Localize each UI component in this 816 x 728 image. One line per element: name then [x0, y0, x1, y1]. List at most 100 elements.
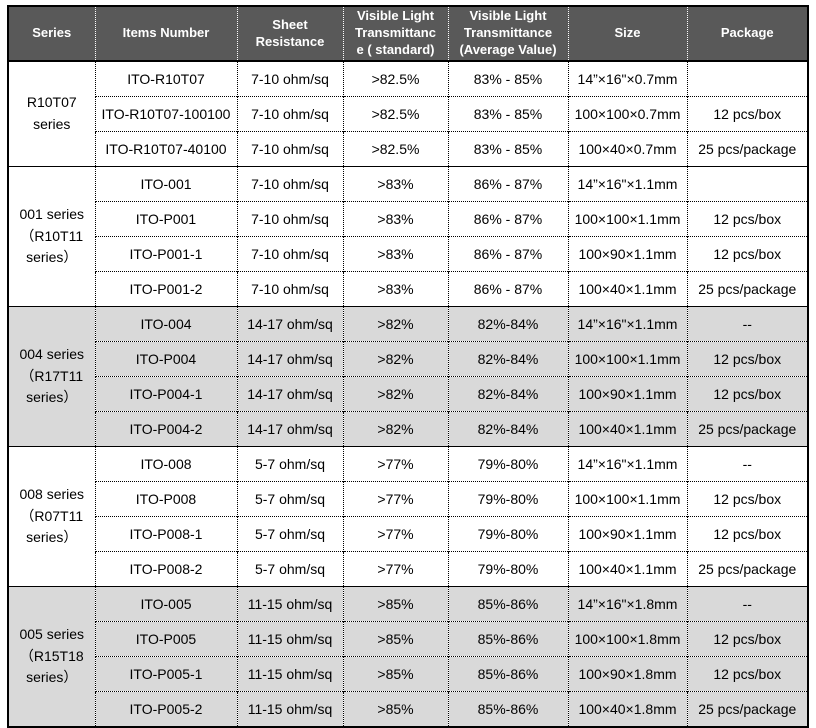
package-cell: 25 pcs/package — [686, 271, 808, 307]
vlt-average-cell: 82%-84% — [447, 411, 568, 447]
item-number-cell: ITO-P001 — [94, 201, 237, 237]
vlt-average-cell: 85%-86% — [447, 656, 568, 692]
vlt-average-cell: 79%-80% — [447, 551, 568, 587]
item-row: ITO-P004-1 14-17 ohm/sq >82% 82%-84% 100×90×… — [8, 376, 808, 412]
sheet-resistance-cell: 7-10 ohm/sq — [236, 271, 343, 307]
sheet-resistance-cell: 5-7 ohm/sq — [236, 516, 343, 552]
table-header-row: Series Items Number Sheet Resistance Vis… — [7, 6, 808, 62]
item-row: 005 series （R15T18 series） ITO-005 11-15 o… — [7, 586, 808, 727]
vlt-average-cell: 82%-84% — [447, 341, 568, 377]
item-number-cell: ITO-P004 — [94, 341, 237, 377]
package-cell: -- — [686, 446, 808, 482]
package-cell: 25 pcs/package — [686, 411, 808, 447]
sheet-resistance-cell: 7-10 ohm/sq — [236, 236, 343, 272]
package-cell: 12 pcs/box — [686, 621, 808, 657]
size-cell: 14”×16"×1.1mm — [567, 306, 687, 342]
size-cell: 100×100×1.1mm — [567, 201, 687, 237]
item-number-cell: ITO-P005 — [94, 621, 237, 657]
size-cell: 14”×16"×1.8mm — [567, 586, 687, 622]
package-cell — [686, 166, 808, 202]
size-cell: 100×90×1.1mm — [567, 516, 687, 552]
table-body: R10T07 series ITO-R10T07 7-10 ohm/sq >82.5%… — [7, 60, 808, 727]
vlt-standard-cell: >82.5% — [342, 131, 448, 167]
vlt-standard-cell: >77% — [342, 516, 448, 552]
size-cell: 100×40×1.1mm — [567, 411, 687, 447]
size-cell: 14”×16"×0.7mm — [567, 60, 687, 97]
sheet-resistance-cell: 11-15 ohm/sq — [236, 586, 343, 622]
package-cell: 25 pcs/package — [686, 551, 808, 587]
vlt-standard-cell: >83% — [342, 271, 448, 307]
size-cell: 100×40×1.1mm — [567, 271, 687, 307]
column-header-items-number: Items Number — [94, 6, 237, 62]
item-number-cell: ITO-P008-1 — [94, 516, 237, 552]
series-cell: 001 series （R10T11 series） — [7, 166, 95, 307]
size-cell: 100×100×0.7mm — [567, 96, 687, 132]
item-row: ITO-P004-2 14-17 ohm/sq >82% 82%-84% 100×40×… — [8, 411, 808, 447]
sheet-resistance-cell: 5-7 ohm/sq — [236, 481, 343, 517]
vlt-standard-cell: >82.5% — [342, 96, 448, 132]
sheet-resistance-cell: 14-17 ohm/sq — [236, 341, 343, 377]
vlt-average-cell: 79%-80% — [447, 516, 568, 552]
column-header-size: Size — [567, 6, 687, 62]
vlt-average-cell: 82%-84% — [447, 376, 568, 412]
item-number-cell: ITO-001 — [94, 166, 237, 202]
vlt-standard-cell: >77% — [342, 446, 448, 482]
series-cell: R10T07 series — [7, 60, 95, 167]
sheet-resistance-cell: 7-10 ohm/sq — [236, 131, 343, 167]
size-cell: 100×100×1.1mm — [567, 341, 687, 377]
sheet-resistance-cell: 5-7 ohm/sq — [236, 446, 343, 482]
item-row: ITO-P005 11-15 ohm/sq >85% 85%-86% 100×100×1… — [8, 621, 808, 657]
vlt-standard-cell: >77% — [342, 481, 448, 517]
item-row: ITO-P008-2 5-7 ohm/sq >77% 79%-80% 100×40×1.… — [8, 551, 808, 587]
size-cell: 100×40×0.7mm — [567, 131, 687, 167]
size-cell: 100×90×1.8mm — [567, 656, 687, 692]
item-row: 008 series （R07T11 series） ITO-008 5-7 ohm… — [7, 446, 808, 587]
vlt-average-cell: 85%-86% — [447, 586, 568, 622]
item-row: ITO-P004 14-17 ohm/sq >82% 82%-84% 100×100×1… — [8, 341, 808, 377]
package-cell: 12 pcs/box — [686, 96, 808, 132]
vlt-average-cell: 86% - 87% — [447, 201, 568, 237]
column-header-series: Series — [7, 6, 95, 62]
package-cell: -- — [686, 306, 808, 342]
vlt-average-cell: 83% - 85% — [447, 131, 568, 167]
vlt-average-cell: 86% - 87% — [447, 166, 568, 202]
vlt-standard-cell: >82% — [342, 411, 448, 447]
column-header-vlt-average: Visible Light Transmittance (Average Val… — [447, 6, 568, 62]
size-cell: 100×100×1.8mm — [567, 621, 687, 657]
size-cell: 14”×16"×1.1mm — [567, 166, 687, 202]
vlt-standard-cell: >82% — [342, 306, 448, 342]
item-row: ITO-P005-1 11-15 ohm/sq >85% 85%-86% 100×90×… — [8, 656, 808, 692]
vlt-average-cell: 85%-86% — [447, 621, 568, 657]
item-row: ITO-P008 5-7 ohm/sq >77% 79%-80% 100×100×1.1… — [8, 481, 808, 517]
column-header-vlt-standard: Visible Light Transmittanc e ( standard) — [342, 6, 448, 62]
package-cell: 12 pcs/box — [686, 516, 808, 552]
vlt-standard-cell: >85% — [342, 691, 448, 727]
item-number-cell: ITO-P008 — [94, 481, 237, 517]
item-row: 004 series （R17T11 series） ITO-004 14-17 o… — [7, 306, 808, 447]
vlt-standard-cell: >85% — [342, 621, 448, 657]
size-cell: 100×90×1.1mm — [567, 236, 687, 272]
sheet-resistance-cell: 7-10 ohm/sq — [236, 96, 343, 132]
item-row: ITO-P001-2 7-10 ohm/sq >83% 86% - 87% 100×40… — [8, 271, 808, 307]
size-cell: 100×40×1.8mm — [567, 691, 687, 727]
size-cell: 100×100×1.1mm — [567, 481, 687, 517]
series-cell: 005 series （R15T18 series） — [7, 586, 95, 727]
item-number-cell: ITO-R10T07-40100 — [94, 131, 237, 167]
size-cell: 100×90×1.1mm — [567, 376, 687, 412]
package-cell: 12 pcs/box — [686, 236, 808, 272]
item-row: ITO-R10T07-100100 7-10 ohm/sq >82.5% 83% - … — [8, 96, 808, 132]
package-cell: 12 pcs/box — [686, 376, 808, 412]
package-cell: 12 pcs/box — [686, 201, 808, 237]
item-number-cell: ITO-R10T07-100100 — [94, 96, 237, 132]
vlt-standard-cell: >83% — [342, 166, 448, 202]
sheet-resistance-cell: 7-10 ohm/sq — [236, 166, 343, 202]
sheet-resistance-cell: 5-7 ohm/sq — [236, 551, 343, 587]
column-header-sheet-resistance: Sheet Resistance — [236, 6, 343, 62]
package-cell: 25 pcs/package — [686, 131, 808, 167]
vlt-standard-cell: >82.5% — [342, 60, 448, 97]
vlt-standard-cell: >77% — [342, 551, 448, 587]
vlt-average-cell: 85%-86% — [447, 691, 568, 727]
sheet-resistance-cell: 14-17 ohm/sq — [236, 376, 343, 412]
vlt-average-cell: 82%-84% — [447, 306, 568, 342]
